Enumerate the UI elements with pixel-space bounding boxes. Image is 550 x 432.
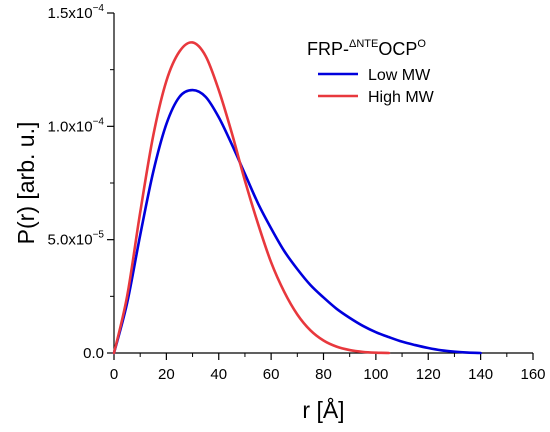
legend-title: FRP-ΔNTEOCPO: [307, 38, 426, 59]
x-tick-label: 120: [416, 366, 441, 383]
series-line-low-mw: [112, 88, 482, 355]
y-axis-title: P(r) [arb. u.]: [13, 122, 39, 245]
x-axis-title: r [Å]: [302, 396, 344, 423]
axes: 0 20 40 60 80 100 120 140 160 0.0 5.0x10−5 1.0x10−4…: [48, 3, 546, 383]
legend-label-high-mw: High MW: [368, 89, 435, 106]
x-tick-label: 160: [520, 366, 545, 383]
series-line-high-mw: [112, 41, 391, 355]
x-tick-label: 60: [263, 366, 280, 383]
series-layer: [112, 41, 482, 355]
legend: FRP-ΔNTEOCPO Low MW High MW: [307, 38, 435, 106]
x-tick-label: 140: [468, 366, 493, 383]
x-tick-label: 100: [363, 366, 388, 383]
y-tick-label: 1.0x10−4: [48, 116, 105, 135]
x-tick-label: 80: [315, 366, 332, 383]
y-tick-label: 0.0: [83, 345, 104, 362]
x-tick-label: 0: [110, 366, 118, 383]
x-tick-label: 20: [158, 366, 175, 383]
y-tick-label: 5.0x10−5: [48, 230, 105, 249]
legend-label-low-mw: Low MW: [368, 67, 431, 84]
y-tick-label: 1.5x10−4: [48, 3, 105, 22]
x-tick-label: 40: [210, 366, 227, 383]
